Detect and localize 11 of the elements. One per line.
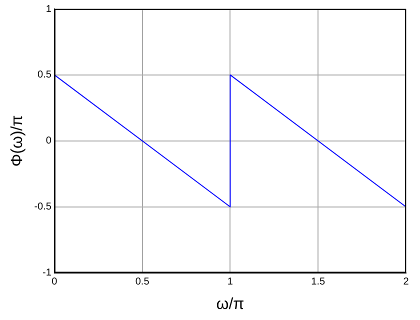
y-tick-label: -1 bbox=[42, 268, 52, 279]
y-tick-label: 1 bbox=[46, 4, 52, 15]
x-axis-title: ω/π bbox=[216, 296, 244, 313]
y-tick-label: 0.5 bbox=[38, 70, 52, 81]
y-axis-title: Φ(ω)/π bbox=[9, 115, 26, 167]
x-tick-label: 1.5 bbox=[311, 276, 326, 288]
x-tick-label: 1 bbox=[227, 276, 234, 288]
y-tick-label: 0 bbox=[46, 136, 52, 147]
x-tick-label: 0.5 bbox=[135, 276, 150, 288]
y-tick-label: -0.5 bbox=[34, 202, 52, 213]
x-tick-label: 2 bbox=[403, 276, 410, 288]
